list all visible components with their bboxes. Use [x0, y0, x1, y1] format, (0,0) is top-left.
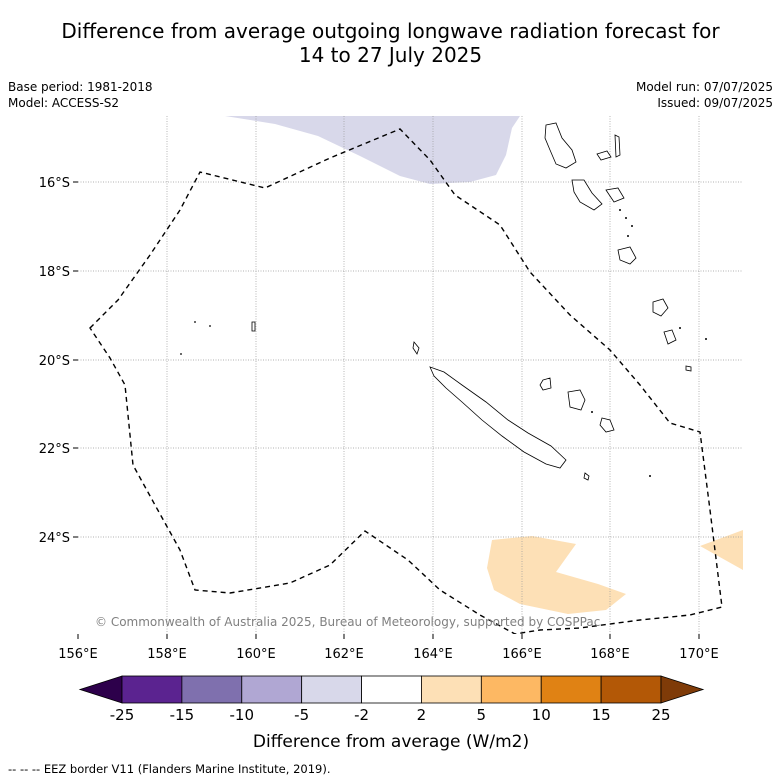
vanuatu-malekula [571, 179, 603, 211]
lat-tick-label: 20°S [39, 354, 70, 369]
eez-legend-note: -- -- -- EEZ border V11 (Flanders Marine… [8, 762, 331, 776]
colorbar-segment [540, 675, 602, 704]
lon-tick-marks [77, 634, 700, 639]
base-period: Base period: 1981-2018 [8, 80, 153, 94]
colorbar-segment [121, 675, 183, 704]
issued-date: Issued: 09/07/2025 [657, 96, 773, 110]
anomaly-positive-region-south [487, 536, 626, 614]
lat-tick-marks [73, 181, 78, 538]
colorbar-segment [301, 675, 362, 704]
island-belep [412, 341, 420, 355]
colorbar-over-arrow [660, 675, 705, 704]
lon-tick-label: 170°E [679, 647, 719, 662]
colorbar-tick-label: 10 [532, 706, 551, 724]
colorbar-segment [361, 675, 422, 704]
colorbar-label: Difference from average (W/m2) [253, 732, 529, 752]
vanuatu-maewo [614, 134, 621, 158]
colorbar-tick-label: 5 [477, 706, 487, 724]
anomaly-positive-region-east [700, 530, 743, 570]
lon-tick-label: 162°E [324, 647, 364, 662]
lat-tick-label: 16°S [39, 176, 70, 191]
colorbar-tick-label: 2 [417, 706, 427, 724]
vanuatu-espiritu-santo [544, 122, 577, 169]
colorbar-tick-label: 15 [592, 706, 611, 724]
island-ouvea [599, 417, 615, 433]
colorbar-tick-label: -2 [354, 706, 369, 724]
colorbar-tick-label: 25 [651, 706, 670, 724]
vanuatu-erromango [652, 298, 669, 317]
colorbar-segment [421, 675, 482, 704]
lat-tick-label: 22°S [39, 442, 70, 457]
lon-tick-label: 160°E [236, 647, 276, 662]
vanuatu-tanna [663, 329, 677, 345]
small-islets [180, 209, 707, 477]
vanuatu-pentecost [605, 187, 625, 203]
lon-tick-label: 168°E [590, 647, 630, 662]
eez-border [89, 128, 723, 634]
title-line-1: Difference from average outgoing longwav… [61, 19, 720, 43]
lon-tick-label: 156°E [58, 647, 98, 662]
island-lifou [539, 377, 552, 391]
vanuatu-aneityum [685, 365, 692, 372]
colorbar-segments [121, 675, 662, 704]
vanuatu-ambae [596, 150, 612, 161]
colorbar: -25 -15 -10 -5 -2 2 5 10 15 25 Difference from av… [78, 675, 705, 752]
colorbar-segment [600, 675, 662, 704]
lon-tick-labels: 156°E 158°E 160°E 162°E 164°E 166°E 168°… [58, 647, 719, 662]
colorbar-tick-label: -5 [294, 706, 309, 724]
vanuatu-efate [617, 246, 637, 265]
lon-tick-label: 164°E [413, 647, 453, 662]
colorbar-segment [241, 675, 303, 704]
island-mare [567, 389, 586, 411]
island-chesterfield [251, 321, 256, 332]
map-title: Difference from average outgoing longwav… [0, 19, 781, 67]
lat-tick-label: 24°S [39, 531, 70, 546]
copyright-notice: © Commonwealth of Australia 2025, Bureau… [95, 615, 600, 629]
colorbar-ticks: -25 -15 -10 -5 -2 2 5 10 15 25 [110, 706, 671, 724]
model-run: Model run: 07/07/2025 [635, 80, 773, 94]
lat-tick-label: 18°S [39, 265, 70, 280]
anomaly-negative-region [225, 116, 520, 184]
title-line-2: 14 to 27 July 2025 [298, 43, 483, 67]
meta-right: Model run: 07/07/2025 Issued: 09/07/2025 [636, 79, 773, 111]
gridlines [78, 116, 743, 634]
colorbar-segment [480, 675, 542, 704]
colorbar-tick-label: -15 [170, 706, 195, 724]
island-walpole [583, 472, 590, 481]
meta-left: Base period: 1981-2018 Model: ACCESS-S2 [8, 79, 153, 111]
colorbar-tick-label: -25 [110, 706, 135, 724]
colorbar-tick-label: -10 [230, 706, 255, 724]
lat-tick-labels: 16°S 18°S 20°S 22°S 24°S [39, 176, 70, 546]
coastlines [251, 122, 692, 481]
lon-tick-label: 166°E [502, 647, 542, 662]
new-caledonia-island [429, 366, 567, 469]
colorbar-under-arrow [78, 675, 123, 704]
map-area: © Commonwealth of Australia 2025, Bureau… [78, 116, 743, 634]
colorbar-segment [181, 675, 243, 704]
model-name: Model: ACCESS-S2 [8, 96, 120, 110]
lon-tick-label: 158°E [147, 647, 187, 662]
